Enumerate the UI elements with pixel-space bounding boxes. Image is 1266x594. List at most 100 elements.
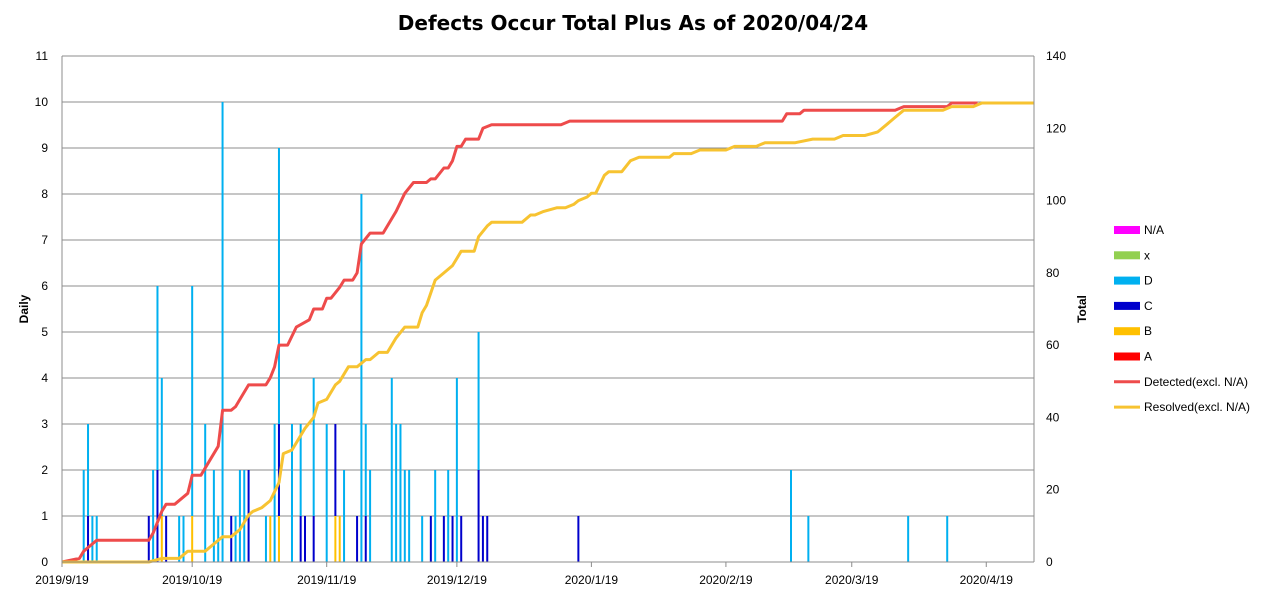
legend-item-a: A — [1114, 350, 1152, 364]
bar-c-2019-12-16 — [442, 516, 445, 562]
bar-d-2019-11-13 — [299, 424, 302, 516]
bar-c-2019-10-13 — [165, 516, 168, 562]
x-tick-label: 2019/11/19 — [297, 573, 356, 587]
bar-c-2019-12-13 — [429, 516, 432, 562]
bar-c-2019-9-25 — [87, 516, 90, 562]
bar-c-2019-11-13 — [299, 516, 302, 562]
y-left-tick-label: 11 — [36, 49, 49, 63]
bar-d-2019-9-24 — [82, 470, 85, 562]
y-left-tick-label: 10 — [35, 95, 49, 109]
legend-swatch — [1114, 276, 1140, 285]
detected-line — [61, 101, 978, 564]
bar-d-2019-12-17 — [447, 470, 450, 562]
bar-c-2019-11-14 — [304, 516, 306, 562]
y-left-tick-label: 8 — [41, 187, 48, 201]
bar-d-2019-10-10 — [152, 470, 155, 562]
x-tick-label: 2020/4/19 — [960, 573, 1014, 587]
axes: 0 1 2 3 4 5 6 7 8 9 10 11 0 20 40 60 80 100 120 140 2019/9/1… — [35, 49, 1067, 587]
x-tick-label: 2020/1/19 — [565, 573, 619, 587]
legend-label: N/A — [1144, 223, 1164, 237]
y-right-tick-label: 0 — [1046, 555, 1053, 569]
x-tick-label: 2020/3/19 — [825, 573, 879, 587]
bar-d-2019-11-8 — [277, 148, 280, 424]
legend-label: C — [1144, 299, 1153, 313]
y-left-tick-label: 7 — [41, 233, 48, 247]
bar-d-2019-11-16 — [312, 378, 315, 516]
y-left-tick-label: 0 — [41, 555, 48, 569]
bar-d-2019-12-19 — [455, 378, 458, 562]
y-left-tick-label: 6 — [41, 279, 48, 293]
legend-swatch — [1114, 352, 1140, 361]
bar-d-2020-3-9 — [807, 516, 810, 562]
bar-d-2019-10-29 — [234, 516, 237, 562]
bar-c-2019-12-24 — [477, 470, 480, 562]
bar-d-2019-10-17 — [182, 516, 185, 562]
bar-d-2019-12-24 — [477, 332, 480, 470]
y-right-tick-label: 100 — [1046, 194, 1066, 208]
legend-label: D — [1144, 274, 1153, 288]
grid-lines — [62, 55, 1034, 517]
bar-b-2019-10-12 — [160, 516, 163, 562]
y-left-tick-label: 9 — [41, 141, 48, 155]
bar-c-2019-12-18 — [451, 516, 454, 562]
bar-d-2019-11-5 — [264, 516, 267, 562]
x-tick-label: 2019/12/19 — [427, 573, 487, 587]
bar-c-2019-12-25 — [481, 516, 484, 562]
bar-c-2019-11-21 — [334, 424, 337, 516]
legend-swatch — [1114, 226, 1140, 234]
bar-d-2019-10-24 — [212, 470, 215, 562]
bar-c-2020-1-16 — [577, 516, 580, 562]
legend-item-b: B — [1114, 324, 1152, 338]
bar-d-2019-10-12 — [160, 378, 163, 516]
y-right-tick-label: 140 — [1046, 49, 1066, 63]
legend-label: x — [1144, 248, 1150, 262]
legend-swatch — [1114, 301, 1140, 310]
bar-c-2019-10-11 — [156, 470, 159, 562]
legend-swatch — [1114, 327, 1140, 336]
bar-c-2019-10-28 — [230, 516, 233, 562]
legend-swatch — [1114, 251, 1140, 260]
resolved-line — [62, 101, 1034, 564]
bar-b-2019-11-22 — [338, 516, 341, 562]
bar-c-2019-12-20 — [460, 516, 463, 562]
bar-d-2019-9-26 — [91, 516, 94, 562]
bar-b-2019-10-19 — [191, 516, 194, 562]
bar-d-2020-3-5 — [790, 470, 792, 562]
bar-b-2019-11-6 — [269, 516, 272, 562]
legend-item-resolved-excl-n-a: Resolved(excl. N/A) — [1114, 400, 1250, 414]
bar-d-2019-11-11 — [290, 424, 293, 562]
bar-d-2019-11-27 — [360, 194, 363, 562]
x-tick-label: 2020/2/19 — [699, 573, 753, 587]
bar-d-2019-12-7 — [403, 470, 406, 562]
bar-c-2019-11-8 — [277, 424, 280, 516]
bar-b-2019-11-21 — [334, 516, 337, 562]
bar-c-2019-11-26 — [356, 516, 359, 562]
y-right-tick-label: 20 — [1046, 483, 1060, 497]
y-right-tick-label: 80 — [1046, 266, 1060, 280]
bar-d-2019-12-11 — [421, 516, 424, 562]
y-left-tick-label: 2 — [41, 463, 48, 477]
bar-d-2020-4-10 — [946, 516, 949, 562]
bar-d-2019-11-23 — [343, 470, 346, 562]
bar-d-2019-10-22 — [204, 424, 207, 562]
bar-c-2019-12-26 — [486, 516, 489, 562]
bar-d-2019-12-4 — [390, 378, 393, 562]
bar-b-2019-11-8 — [277, 516, 280, 562]
legend-item-c: C — [1114, 299, 1153, 313]
bar-d-2019-10-16 — [178, 516, 181, 562]
bar-d-2019-10-11 — [156, 286, 159, 470]
chart-title: Defects Occur Total Plus As of 2020/04/2… — [398, 11, 868, 35]
bar-c-2019-11-28 — [364, 516, 367, 562]
bar-d-2019-9-25 — [87, 424, 90, 516]
bar-d-2019-11-28 — [364, 424, 367, 516]
y-left-tick-label: 4 — [41, 371, 48, 385]
legend-label: Detected(excl. N/A) — [1144, 375, 1248, 389]
legend-item-x: x — [1114, 248, 1150, 262]
bar-d-2020-4-1 — [907, 516, 910, 562]
bar-d-2019-12-6 — [399, 424, 402, 562]
bar-d-2019-10-19 — [191, 286, 194, 516]
